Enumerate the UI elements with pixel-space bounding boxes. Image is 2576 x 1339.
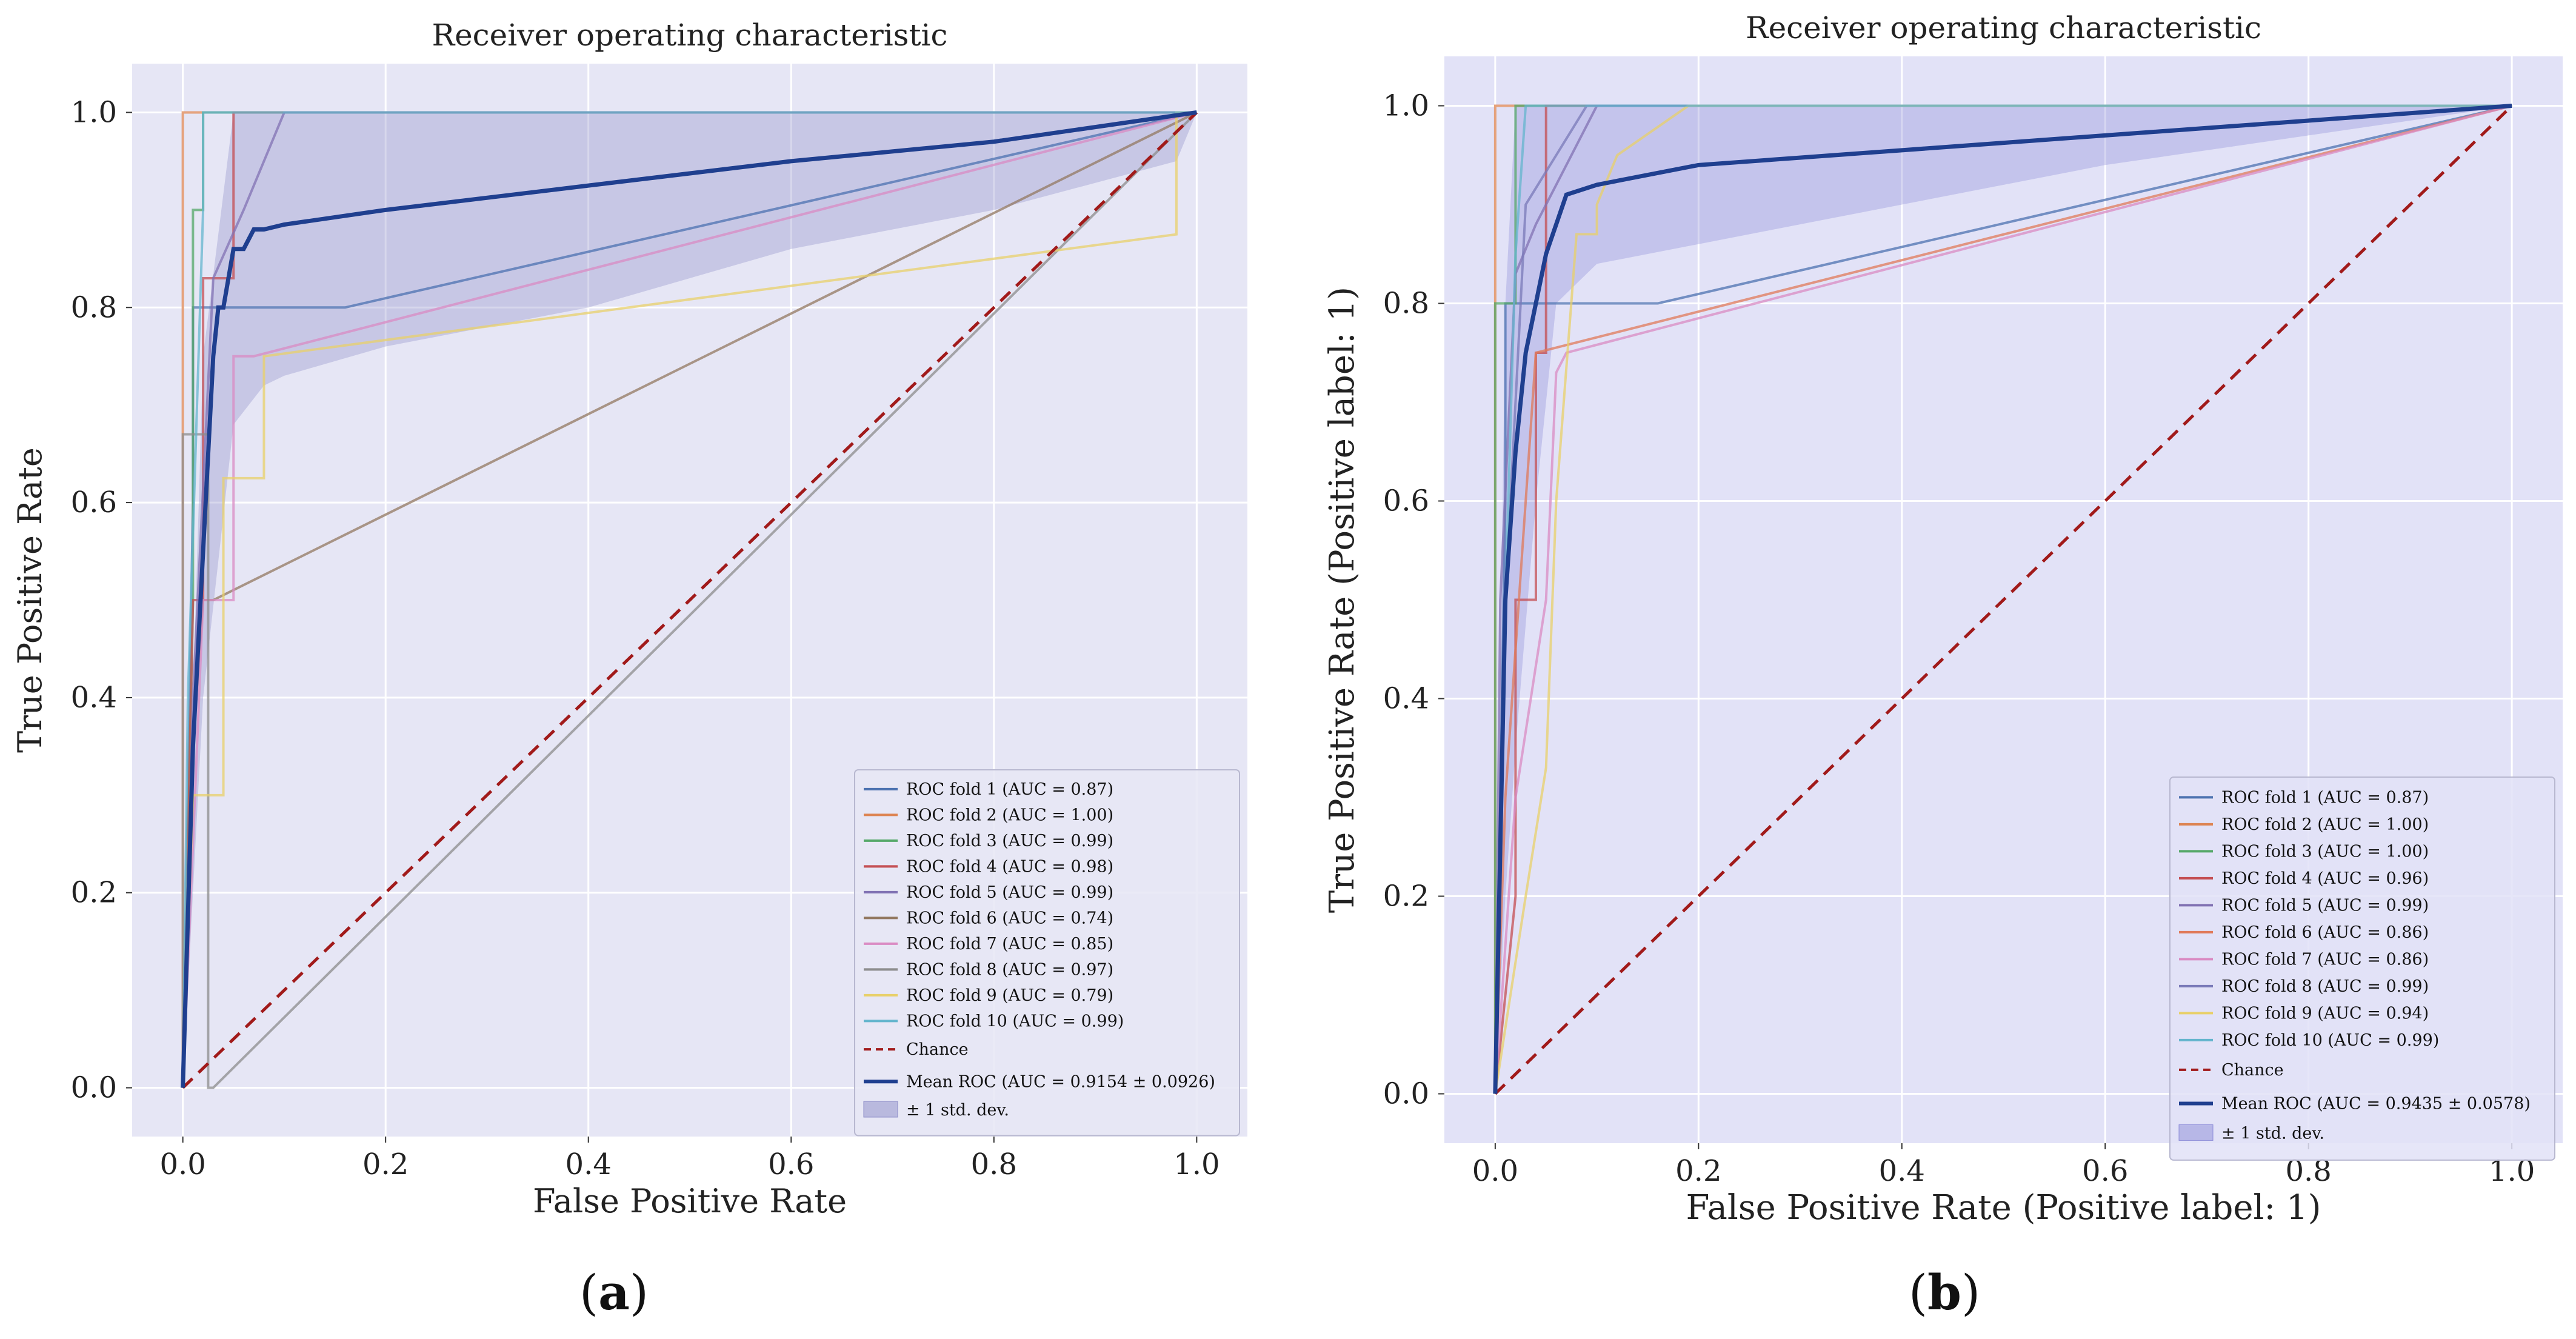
caption-b: (b) xyxy=(1908,1264,1981,1321)
panel-a-chart: Receiver operating characteristic 0.0 0.2 0… xyxy=(11,18,1247,1220)
panel-a-roc-fold-10-line xyxy=(181,111,1197,1088)
panel-a-chance-line xyxy=(181,111,1198,1089)
panel-a-legend-label-9: ROC fold 9 (AUC = 0.79) xyxy=(906,986,1113,1005)
panel-b-legend-label-13: ± 1 std. dev. xyxy=(2221,1124,2324,1143)
panel-b-roc-fold-6-line xyxy=(1493,104,2512,1094)
panel-b-y-tick-label: 0.8 xyxy=(1383,287,1429,321)
panel-b-legend-label-11: Chance xyxy=(2221,1061,2284,1080)
panel-b-roc-fold-9-line xyxy=(1493,104,2512,1094)
panel-a-mean-roc-line xyxy=(181,110,1197,1088)
panel-a-legend-swatch-std xyxy=(863,1101,898,1118)
panel-a-x-tick-label: 0.4 xyxy=(566,1147,612,1181)
panel-a-legend-label-2: ROC fold 2 (AUC = 1.00) xyxy=(906,806,1113,824)
panel-a-legend-label-12: Mean ROC (AUC = 0.9154 ± 0.0926) xyxy=(906,1072,1215,1091)
panel-a-y-tick-label: 1.0 xyxy=(71,95,117,129)
panel-a-legend-label-1: ROC fold 1 (AUC = 0.87) xyxy=(906,780,1113,799)
panel-b-legend-label-1: ROC fold 1 (AUC = 0.87) xyxy=(2221,788,2429,807)
panel-b-x-tick-label: 0.0 xyxy=(1472,1154,1518,1188)
panel-b-x-tick-label: 0.4 xyxy=(1879,1154,1925,1188)
panel-a-legend-label-10: ROC fold 10 (AUC = 0.99) xyxy=(906,1012,1124,1030)
panel-a-y-tick-label: 0.6 xyxy=(71,486,117,519)
panel-b-legend-label-2: ROC fold 2 (AUC = 1.00) xyxy=(2221,815,2429,834)
panel-a-legend-label-11: Chance xyxy=(906,1040,969,1059)
panel-b-x-tick-label: 0.6 xyxy=(2082,1154,2128,1188)
panel-a-y-tick-label: 0.4 xyxy=(71,681,117,715)
panel-a-title: Receiver operating characteristic xyxy=(432,18,947,53)
panel-a-x-tick-label: 0.0 xyxy=(159,1147,205,1181)
panel-a-legend xyxy=(854,769,1240,1137)
panel-a-legend-label-8: ROC fold 8 (AUC = 0.97) xyxy=(906,960,1113,979)
panel-b-y-tick-label: 0.0 xyxy=(1383,1077,1429,1111)
panel-a-legend-label-4: ROC fold 4 (AUC = 0.98) xyxy=(906,857,1113,876)
panel-a-y-tick-label: 0.8 xyxy=(71,290,117,324)
panel-a-legend-label-5: ROC fold 5 (AUC = 0.99) xyxy=(906,883,1113,902)
panel-b-legend-label-4: ROC fold 4 (AUC = 0.96) xyxy=(2221,869,2429,888)
panel-a-legend-label-7: ROC fold 7 (AUC = 0.85) xyxy=(906,935,1113,953)
panel-b-x-tick-label: 0.2 xyxy=(1675,1154,1721,1188)
panel-b-title: Receiver operating characteristic xyxy=(1746,10,2261,45)
panel-b-legend-swatch-std xyxy=(2178,1124,2214,1141)
panel-a-x-tick-label: 1.0 xyxy=(1173,1147,1220,1181)
panel-b-chart: Receiver operating characteristic 0.0 0.2 0… xyxy=(1323,10,2563,1227)
panel-b-mean-roc-line xyxy=(1493,104,2512,1094)
panel-b-y-tick-label: 0.6 xyxy=(1383,484,1429,518)
panel-b-y-tick-label: 0.4 xyxy=(1383,682,1429,716)
panel-a-x-tick-label: 0.6 xyxy=(768,1147,814,1181)
panel-a-y-axis-label: True Positive Rate xyxy=(11,447,49,753)
panel-a-x-tick-label: 0.8 xyxy=(971,1147,1017,1181)
panel-a-legend-label-13: ± 1 std. dev. xyxy=(906,1101,1009,1120)
panel-b-legend-label-8: ROC fold 8 (AUC = 0.99) xyxy=(2221,977,2429,996)
panel-b-legend-label-3: ROC fold 3 (AUC = 1.00) xyxy=(2221,842,2429,861)
panel-a-y-tick-label: 0.2 xyxy=(71,876,117,910)
panel-b-roc-fold-7-line xyxy=(1493,104,2512,1094)
panel-b-chance-line xyxy=(1494,104,2513,1095)
caption-a: (a) xyxy=(579,1264,649,1321)
panel-b-y-axis-label: True Positive Rate (Positive label: 1) xyxy=(1323,287,1362,913)
panel-a-legend-label-6: ROC fold 6 (AUC = 0.74) xyxy=(906,909,1113,927)
panel-b-legend-label-9: ROC fold 9 (AUC = 0.94) xyxy=(2221,1004,2429,1023)
panel-b-legend-label-12: Mean ROC (AUC = 0.9435 ± 0.0578) xyxy=(2221,1094,2531,1113)
panel-a-y-tick-label: 0.0 xyxy=(71,1071,117,1105)
panel-b-y-tick-label: 1.0 xyxy=(1383,89,1429,123)
panel-b-y-tick-label: 0.2 xyxy=(1383,880,1429,913)
panel-a-roc-fold-9-line xyxy=(181,111,1197,1088)
panel-b-legend xyxy=(2169,776,2555,1161)
panel-a-std-band xyxy=(182,112,1197,1088)
panel-b-x-axis-label: False Positive Rate (Positive label: 1) xyxy=(1686,1188,2321,1227)
panel-a-x-axis-label: False Positive Rate xyxy=(533,1182,847,1220)
panel-b-legend-label-5: ROC fold 5 (AUC = 0.99) xyxy=(2221,896,2429,915)
panel-b-legend-label-10: ROC fold 10 (AUC = 0.99) xyxy=(2221,1031,2439,1050)
panel-a-x-tick-label: 0.2 xyxy=(362,1147,409,1181)
panel-b-legend-label-7: ROC fold 7 (AUC = 0.86) xyxy=(2221,950,2429,969)
panel-b-legend-label-6: ROC fold 6 (AUC = 0.86) xyxy=(2221,923,2429,942)
panel-b-roc-fold-4-line xyxy=(1493,104,2512,1094)
panel-a-legend-label-3: ROC fold 3 (AUC = 0.99) xyxy=(906,832,1113,850)
